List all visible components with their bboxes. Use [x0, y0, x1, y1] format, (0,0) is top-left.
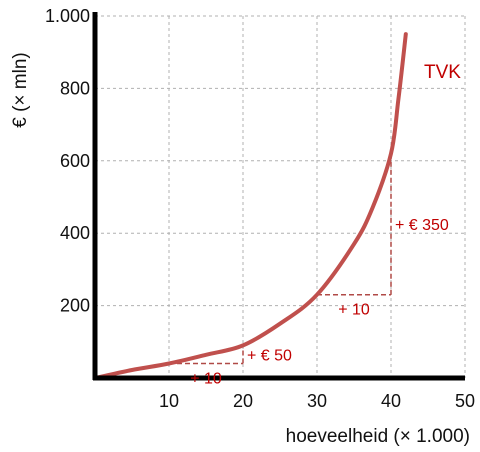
x-tick-label: 30	[307, 391, 327, 411]
y-axis-title: € (× mln)	[10, 52, 31, 128]
y-tick-label: 800	[60, 78, 90, 98]
annotation-label: + 10	[338, 302, 370, 319]
annotation-labels: + 10 + € 50 + 10 + € 350	[190, 217, 449, 387]
y-tick-label: 200	[60, 296, 90, 316]
x-tick-label: 20	[233, 391, 253, 411]
annotation-label: + 10	[190, 371, 222, 388]
annotation-label: + € 350	[395, 217, 449, 234]
tick-labels: 10 20 30 40 50 200 400 600 800 1.000	[45, 6, 475, 411]
grid	[95, 15, 466, 378]
series-label-tvk: TVK	[424, 62, 461, 83]
axes	[92, 12, 465, 381]
annotation-label: + € 50	[247, 347, 292, 364]
annotation-lines	[169, 153, 392, 365]
y-tick-label: 600	[60, 151, 90, 171]
x-tick-label: 50	[455, 391, 475, 411]
series-line-tvk	[93, 32, 408, 380]
x-tick-label: 40	[381, 391, 401, 411]
x-axis-title: hoeveelheid (× 1.000)	[286, 426, 470, 447]
y-tick-label: 1.000	[45, 6, 90, 26]
series-layer	[93, 32, 408, 380]
y-tick-label: 400	[60, 223, 90, 243]
x-tick-label: 10	[159, 391, 179, 411]
